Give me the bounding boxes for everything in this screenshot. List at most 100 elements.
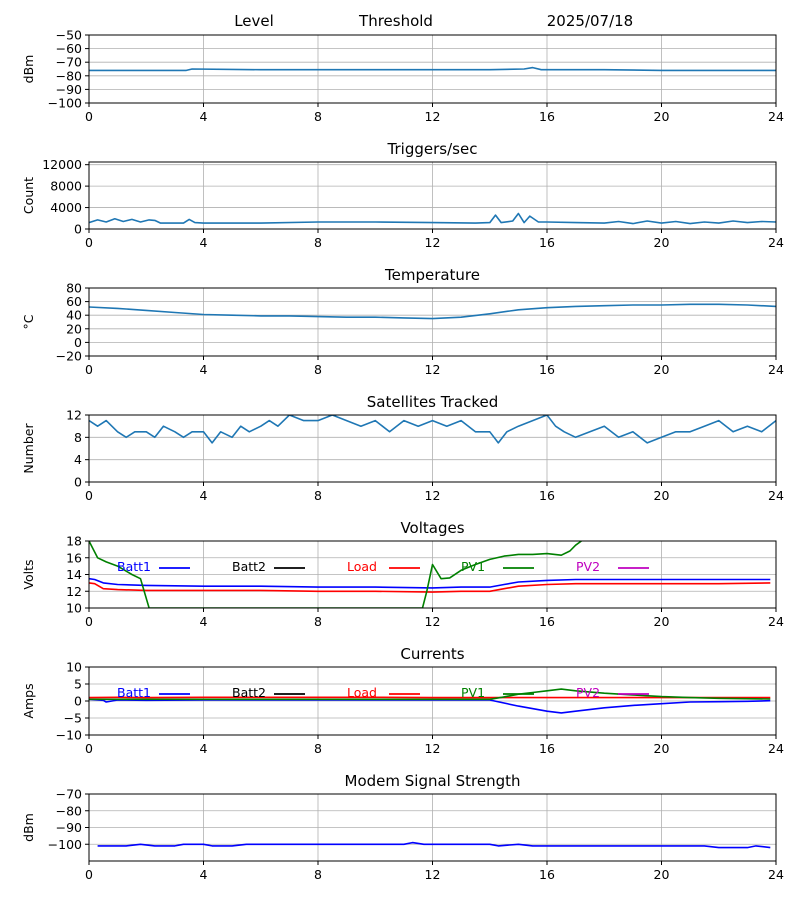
y-axis-label: Number [21, 423, 36, 474]
legend-label: PV2 [576, 559, 600, 574]
x-tick-label: 8 [314, 362, 322, 377]
x-tick-label: 20 [654, 235, 670, 250]
series-line [97, 841, 771, 849]
chart-panel-2: Triggers/sec 0 4 8 12 16 20 24 0 4000 8000 12000 Cou… [21, 140, 784, 250]
y-tick-label: −100 [48, 96, 82, 111]
x-tick-label: 0 [85, 235, 93, 250]
x-tick-label: 12 [425, 109, 441, 124]
header-date: 2025/07/18 [547, 12, 633, 30]
y-tick-label: −5 [64, 711, 82, 726]
x-tick-label: 4 [200, 741, 208, 756]
x-tick-label: 16 [539, 867, 555, 882]
x-tick-label: 4 [200, 235, 208, 250]
y-axis-label: dBm [21, 55, 36, 84]
chart-panel-1: 0 4 8 12 16 20 24 −100−90−80−70−60−50 dBm [21, 28, 784, 125]
legend-label: PV2 [576, 685, 600, 700]
x-tick-label: 12 [425, 488, 441, 503]
x-tick-label: 8 [314, 109, 322, 124]
x-tick-label: 4 [200, 614, 208, 629]
x-tick-label: 16 [539, 614, 555, 629]
chart-panel-7: Modem Signal Strength 0 4 8 12 16 20 24 −100 −90 −… [21, 772, 784, 882]
x-tick-label: 20 [654, 488, 670, 503]
x-tick-label: 4 [200, 867, 208, 882]
y-tick-label: 10 [66, 601, 82, 616]
y-tick-label: 8 [74, 430, 82, 445]
y-tick-label: 4 [74, 452, 82, 467]
x-tick-label: 8 [314, 488, 322, 503]
series-line [89, 303, 776, 320]
y-tick-label: 5 [74, 677, 82, 692]
y-tick-label: 12 [66, 584, 82, 599]
x-tick-label: 24 [768, 362, 784, 377]
x-tick-label: 0 [85, 614, 93, 629]
x-tick-label: 12 [425, 362, 441, 377]
x-tick-label: 8 [314, 867, 322, 882]
y-tick-label: 4000 [50, 200, 82, 215]
x-tick-label: 8 [314, 614, 322, 629]
chart-panels: 0 4 8 12 16 20 24−100−90−80−70−60−50dBmTrigger… [21, 28, 784, 883]
x-tick-label: 0 [85, 741, 93, 756]
x-tick-label: 24 [768, 109, 784, 124]
x-tick-label: 0 [85, 488, 93, 503]
y-tick-label: 40 [66, 308, 82, 323]
x-tick-label: 0 [85, 867, 93, 882]
legend-label: Load [347, 685, 377, 700]
x-tick-label: 12 [425, 741, 441, 756]
y-tick-label: 0 [74, 694, 82, 709]
chart-panel-4: Satellites Tracked 0 4 8 12 16 20 24 0 4 8 12 Number [21, 393, 784, 503]
y-tick-label: −60 [56, 41, 82, 56]
x-tick-label: 24 [768, 614, 784, 629]
x-tick-label: 24 [768, 741, 784, 756]
y-tick-label: −90 [56, 82, 82, 97]
y-tick-label: −20 [56, 349, 82, 364]
legend-label: Batt1 [117, 685, 151, 700]
x-tick-label: 16 [539, 488, 555, 503]
y-axis-label: Volts [21, 559, 36, 589]
x-tick-label: 20 [654, 867, 670, 882]
x-tick-label: 16 [539, 109, 555, 124]
y-axis-label: Amps [21, 683, 36, 718]
legend-label: Batt2 [232, 685, 266, 700]
legend-label: Load [347, 559, 377, 574]
y-tick-label: 16 [66, 550, 82, 565]
x-tick-label: 0 [85, 109, 93, 124]
y-tick-label: −100 [48, 837, 82, 852]
x-tick-label: 20 [654, 109, 670, 124]
legend-label: PV1 [461, 559, 485, 574]
x-tick-label: 12 [425, 235, 441, 250]
x-tick-label: 4 [200, 488, 208, 503]
y-tick-label: 18 [66, 534, 82, 549]
series-line [89, 415, 776, 444]
x-tick-label: 24 [768, 488, 784, 503]
y-tick-label: 14 [66, 567, 82, 582]
legend-label: PV1 [461, 685, 485, 700]
y-tick-label: −80 [56, 68, 82, 83]
y-tick-label: 8000 [50, 179, 82, 194]
x-tick-label: 12 [425, 867, 441, 882]
y-tick-label: 60 [66, 294, 82, 309]
y-tick-label: 0 [74, 222, 82, 237]
y-tick-label: 0 [74, 335, 82, 350]
chart-title: Voltages [400, 519, 464, 537]
y-axis-label: dBm [21, 813, 36, 842]
chart-title: Satellites Tracked [367, 393, 498, 411]
x-tick-label: 8 [314, 741, 322, 756]
series-line-load [89, 582, 771, 593]
legend-label: Batt1 [117, 559, 151, 574]
x-tick-label: 16 [539, 362, 555, 377]
y-tick-label: −70 [56, 787, 82, 802]
header-threshold: Threshold [358, 12, 433, 30]
x-tick-label: 20 [654, 362, 670, 377]
legend-label: Batt2 [232, 559, 266, 574]
y-tick-label: −80 [56, 803, 82, 818]
x-tick-label: 20 [654, 614, 670, 629]
x-tick-label: 20 [654, 741, 670, 756]
x-tick-label: 4 [200, 109, 208, 124]
x-tick-label: 16 [539, 741, 555, 756]
x-tick-label: 12 [425, 614, 441, 629]
y-tick-label: −90 [56, 820, 82, 835]
